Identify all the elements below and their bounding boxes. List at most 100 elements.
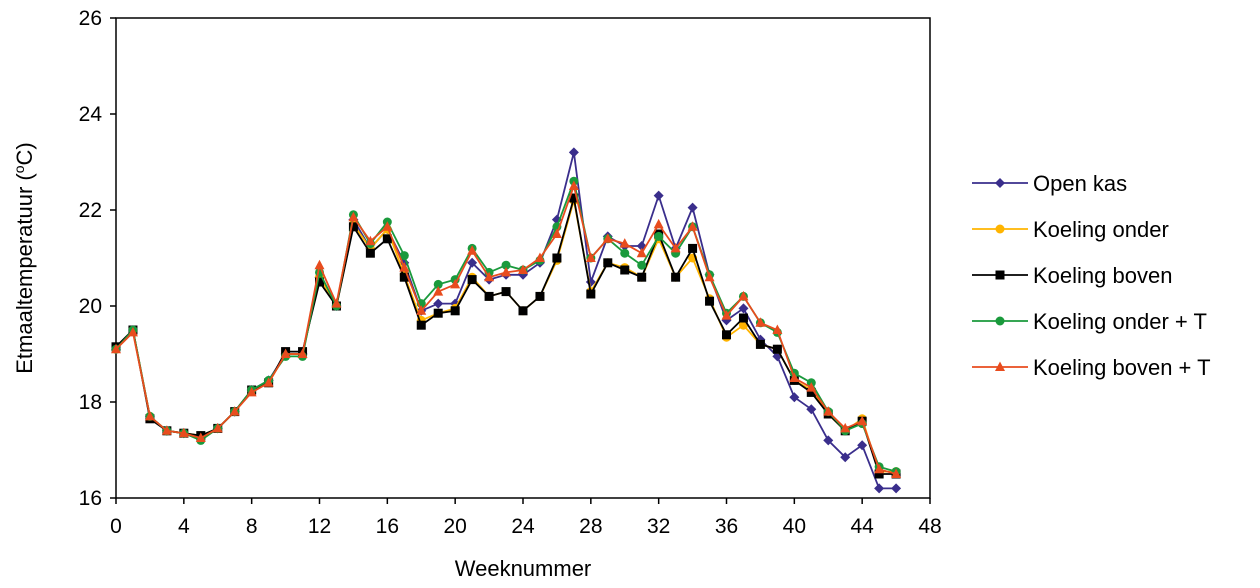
data-point — [874, 483, 885, 494]
data-point — [382, 221, 393, 231]
legend-item-koeling-boven: Koeling boven — [972, 263, 1172, 288]
data-point — [568, 180, 579, 190]
data-point — [518, 306, 528, 316]
data-point — [603, 258, 613, 268]
data-point — [450, 306, 460, 316]
data-point — [315, 277, 324, 287]
data-point — [602, 233, 613, 243]
data-point — [806, 404, 817, 415]
data-point — [161, 425, 172, 435]
y-axis-title: Etmaaltemperatuur (oC) — [11, 142, 37, 374]
y-tick-label: 20 — [79, 295, 102, 318]
data-point — [467, 245, 478, 255]
data-point — [416, 320, 426, 330]
data-point — [229, 406, 240, 416]
data-point — [772, 344, 782, 354]
x-axis: 0 4 8 12 16 20 24 28 32 36 40 44 48 — [110, 498, 942, 538]
data-point — [552, 253, 562, 263]
data-point — [738, 313, 748, 323]
data-point — [568, 147, 579, 158]
data-point — [450, 278, 461, 289]
data-point — [687, 202, 698, 213]
x-tick-label: 24 — [511, 515, 535, 538]
data-point — [484, 271, 495, 282]
data-point — [891, 483, 902, 494]
data-point — [722, 330, 731, 340]
data-point — [789, 392, 800, 403]
data-point — [891, 468, 902, 478]
data-point — [433, 279, 443, 289]
data-point — [144, 410, 155, 421]
data-point — [620, 248, 630, 258]
x-tick-label: 12 — [308, 515, 331, 538]
data-point — [484, 291, 494, 301]
data-point — [806, 382, 817, 392]
data-point — [874, 469, 884, 479]
data-point — [501, 260, 511, 270]
data-point — [178, 427, 189, 438]
data-point — [806, 387, 816, 397]
data-point — [653, 190, 664, 201]
x-tick-label: 40 — [783, 515, 806, 538]
legend-item-koeling-onder: Koeling onder — [972, 217, 1169, 242]
data-point — [654, 231, 664, 241]
data-point — [534, 252, 545, 262]
legend-marker — [995, 178, 1005, 188]
data-point — [348, 211, 359, 222]
legend-label: Open kas — [1033, 171, 1127, 196]
legend-item-koeling-onder-t: Koeling onder + T — [972, 309, 1207, 334]
data-point — [433, 308, 443, 318]
data-point — [874, 463, 885, 474]
data-point — [399, 251, 409, 261]
data-point — [365, 248, 375, 258]
data-point — [687, 221, 698, 231]
data-point — [636, 247, 647, 258]
legend-label: Koeling onder — [1033, 217, 1169, 242]
x-tick-label: 16 — [376, 515, 399, 538]
data-point — [433, 298, 444, 309]
data-point — [840, 452, 851, 463]
series-koeling-boven — [111, 193, 901, 479]
data-point — [585, 252, 596, 262]
data-point — [840, 422, 851, 433]
data-point — [501, 287, 511, 297]
data-point — [382, 234, 392, 244]
data-point — [823, 406, 834, 416]
data-point — [416, 305, 427, 315]
data-point — [721, 310, 732, 320]
x-tick-label: 4 — [178, 515, 190, 538]
data-point — [670, 242, 681, 253]
data-point — [467, 275, 477, 285]
data-point — [551, 228, 562, 238]
data-point — [738, 290, 749, 301]
data-point — [637, 260, 647, 270]
series-koeling-boven-t — [111, 180, 902, 478]
legend-marker — [995, 270, 1005, 280]
data-point — [586, 289, 596, 299]
data-point — [127, 326, 138, 337]
legend: Open kas Koeling onder Koeling boven Koelin… — [972, 171, 1211, 380]
legend-label: Koeling onder + T — [1033, 309, 1207, 334]
x-tick-label: 44 — [850, 515, 874, 538]
x-tick-label: 8 — [246, 515, 258, 538]
data-point — [671, 272, 681, 282]
data-point — [399, 262, 410, 272]
data-point — [111, 343, 121, 354]
data-point — [246, 386, 257, 397]
data-point — [348, 222, 358, 232]
data-point — [331, 298, 342, 308]
x-tick-label: 36 — [715, 515, 738, 538]
data-point — [620, 265, 630, 275]
x-tick-label: 48 — [918, 515, 941, 538]
y-tick-label: 18 — [79, 391, 102, 414]
data-point — [857, 415, 868, 426]
data-point — [569, 193, 579, 203]
x-tick-label: 32 — [647, 515, 670, 538]
legend-marker — [995, 361, 1005, 371]
data-point — [653, 218, 664, 229]
x-axis-title: Weeknummer — [455, 556, 592, 581]
series-layer — [111, 147, 902, 494]
data-point — [263, 377, 274, 387]
data-point — [823, 435, 834, 446]
